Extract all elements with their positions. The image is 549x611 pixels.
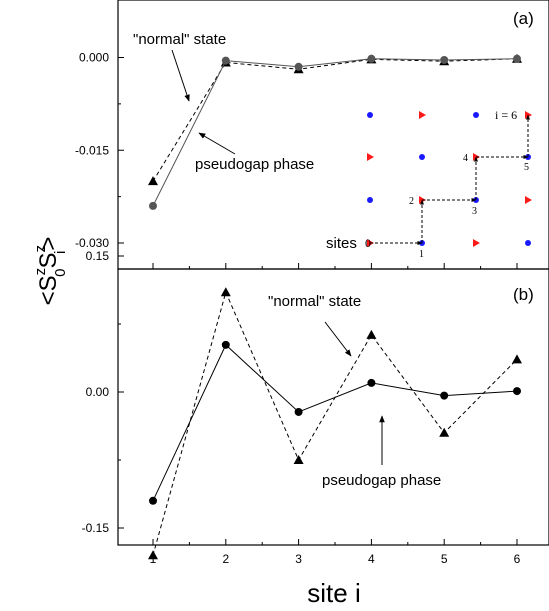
panel-b-frame — [117, 268, 549, 546]
panel-b-series-normal-state-line — [152, 290, 518, 556]
panel-a-ytick-label: 0.000 — [79, 51, 109, 65]
panel-b-circle-point — [367, 378, 376, 387]
panel-b-triangle-point — [293, 455, 304, 464]
panel-a-label: (a) — [513, 9, 534, 28]
panel-b-circle-point — [221, 340, 230, 349]
panel-b-ticks: 0.15 0.00 -0.15 — [82, 249, 518, 545]
x-axis-label: site i — [307, 578, 360, 608]
panel-a-circle-point — [294, 62, 303, 71]
x-axis-ticks: 123456 — [150, 552, 521, 566]
lattice-site-blue — [473, 112, 479, 118]
panel-b-circle-point — [149, 496, 157, 505]
panel-a-circle-point — [440, 55, 449, 64]
xtick-label: 2 — [222, 552, 229, 566]
panel-b-normal-state-arrow — [324, 321, 352, 357]
lattice-site-red — [419, 111, 426, 119]
panel-b-series — [148, 287, 522, 560]
lattice-sites — [367, 111, 532, 247]
lattice-site-blue — [525, 240, 531, 246]
xtick-label: 4 — [368, 552, 375, 566]
panel-a-triangle-point — [148, 176, 158, 186]
lattice-site-blue — [419, 154, 425, 160]
panel-a-series — [148, 53, 522, 210]
panel-b-label: (b) — [513, 285, 534, 304]
panel-b-triangle-point — [512, 354, 522, 364]
panel-a-circle-point — [513, 54, 521, 63]
inset-sites-label: sites — [326, 235, 357, 252]
panel-b-circle-point — [440, 391, 449, 400]
lattice-site-red — [473, 239, 480, 247]
panel-a-ticks: 0.000 -0.015 -0.030 — [75, 51, 518, 269]
site-label-2: 2 — [409, 196, 414, 207]
panel-a-normal-state-label: "normal" state — [133, 31, 226, 48]
site-label-3: 3 — [472, 206, 477, 217]
lattice-site-blue — [367, 197, 373, 203]
lattice-inset: sites 0 1 2 3 4 5 i = 6 — [326, 108, 532, 260]
panel-b-ytick-label: 0.00 — [86, 385, 110, 399]
panel-b-ytick-label: 0.15 — [86, 249, 110, 263]
y-axis-label: <Sz 0Sz i> — [32, 237, 69, 306]
panel-b-ytick-label: -0.15 — [82, 521, 110, 535]
panel-a-pseudogap-label: pseudogap phase — [195, 156, 314, 173]
panel-b-triangle-point — [439, 427, 450, 437]
site-label-1: 1 — [419, 249, 424, 260]
panel-a-series-pseudogap-line — [152, 58, 518, 207]
panel-a-normal-state-arrow — [171, 49, 190, 102]
lattice-site-blue — [367, 112, 373, 118]
panel-b-triangle-point — [366, 329, 377, 339]
site-label-0: 0 — [365, 236, 371, 250]
panel-a-ytick-label: -0.015 — [75, 143, 109, 157]
site-label-5: 5 — [524, 162, 529, 173]
panel-b-circle-point — [513, 387, 521, 396]
lattice-site-red — [525, 196, 532, 204]
panel-b-circle-point — [294, 407, 303, 416]
panel-b-triangle-point — [148, 550, 158, 560]
xtick-label: 6 — [514, 552, 521, 566]
site-label-6: i = 6 — [495, 108, 517, 122]
xtick-label: 5 — [441, 552, 448, 566]
panel-a-circle-point — [149, 201, 157, 210]
panel-a-circle-point — [221, 56, 230, 65]
site-label-4: 4 — [463, 153, 468, 164]
lattice-site-red — [367, 153, 374, 161]
panel-b-series-pseudogap-line — [152, 344, 518, 502]
panel-a-ytick-label: -0.030 — [75, 236, 109, 250]
panel-b-triangle-point — [220, 287, 231, 297]
panel-b-normal-state-label: "normal" state — [268, 293, 361, 310]
panel-a-pseudogap-arrow — [198, 132, 236, 155]
xtick-label: 3 — [295, 552, 302, 566]
panel-a-circle-point — [367, 54, 376, 63]
panel-b-pseudogap-label: pseudogap phase — [322, 472, 441, 489]
